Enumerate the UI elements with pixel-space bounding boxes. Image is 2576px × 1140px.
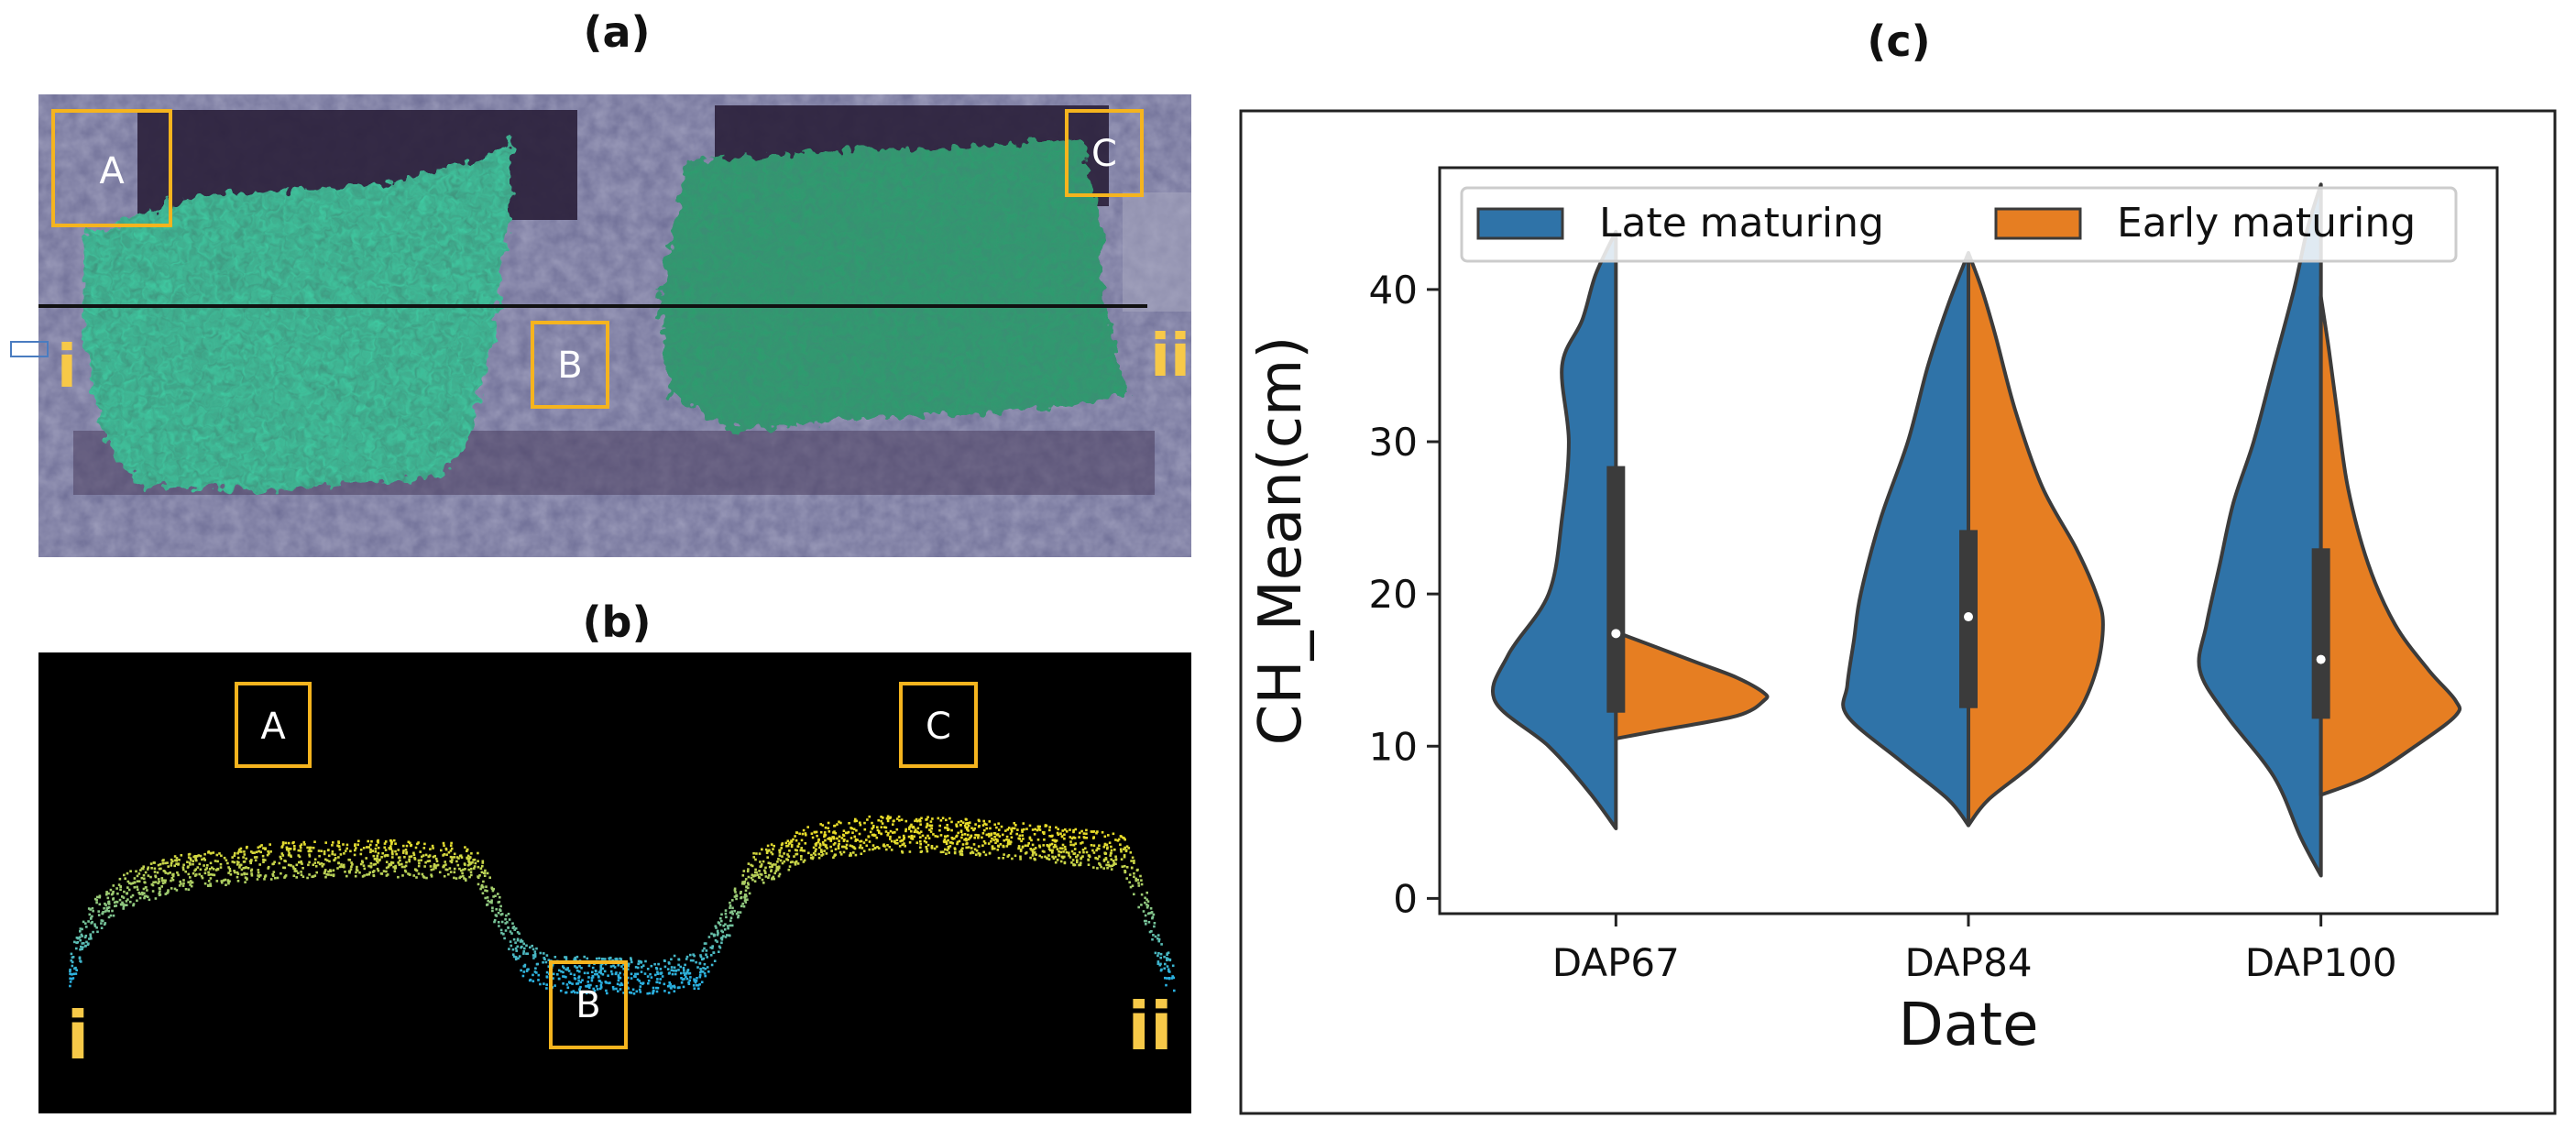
profile-box-c-label: C [926,706,951,748]
violin-half-late-dap100 [2197,182,2323,878]
panel-b-title: (b) [582,597,652,647]
violins [1490,182,2462,878]
y-tick-label: 20 [1369,572,1418,617]
profile-end-right: ii [1127,988,1172,1065]
profile-box-a: A [235,682,312,768]
legend-frame [1460,186,2458,263]
y-tick-label: 30 [1369,420,1418,465]
photo-box-b: B [531,321,609,409]
legend-label-early: Early maturing [2117,200,2416,247]
panel-a-title: (a) [583,7,651,57]
x-tick-label: DAP84 [1904,940,2032,985]
violin-chart: 0 10 20 30 40 DAP67 DAP84 DAP100 CH_Mean(cm) D… [1247,166,2499,1059]
y-tick-label: 40 [1369,268,1418,312]
y-axis-label: CH_Mean(cm) [1247,336,1315,746]
legend: Late maturing Early maturing [1460,186,2458,263]
photo-box-a-label: A [99,150,125,192]
violin-half-early-dap100 [2318,295,2462,797]
violin-half-late-dap67 [1490,229,1618,830]
profile-box-c: C [899,682,978,768]
x-axis-label: Date [1899,992,2039,1059]
photo-end-left: i [57,334,77,401]
y-tick-label: 0 [1393,876,1418,921]
median-dot-dap84 [1964,612,1973,622]
profile-box-b-label: B [575,984,600,1026]
iqr-box-dap100 [2311,548,2330,719]
profile-box-a-label: A [260,706,286,748]
violin-half-early-dap84 [1967,251,2105,828]
legend-label-late: Late maturing [1599,200,1884,247]
y-axis: 0 10 20 30 40 [1369,268,1440,921]
profile-box-b: B [549,960,628,1049]
violin-half-late-dap84 [1841,251,1970,828]
photo-box-a: A [51,109,172,227]
x-tick-label: DAP100 [2245,940,2397,985]
panel-c-title: (c) [1867,16,1931,66]
photo-box-b-label: B [557,345,582,387]
panel-c-frame [1239,109,2557,1115]
photo-end-right: ii [1150,323,1190,390]
transect-marker [10,341,49,357]
y-tick-label: 10 [1369,724,1418,769]
median-dot-dap100 [2316,654,2326,664]
panel-a-photo [38,94,1191,557]
legend-swatch-late [1476,207,1564,240]
violin-half-early-dap67 [1614,630,1770,740]
box-summaries [1606,466,2330,719]
iqr-box-dap67 [1606,466,1626,713]
x-axis: DAP67 DAP84 DAP100 [1552,914,2397,985]
x-tick-label: DAP67 [1552,940,1680,985]
median-dot-dap67 [1611,629,1621,639]
profile-end-left: i [67,997,90,1074]
panel-b-profile [38,652,1191,1113]
photo-box-c-label: C [1091,133,1117,175]
photo-box-c: C [1065,109,1144,197]
legend-swatch-early [1994,207,2082,240]
